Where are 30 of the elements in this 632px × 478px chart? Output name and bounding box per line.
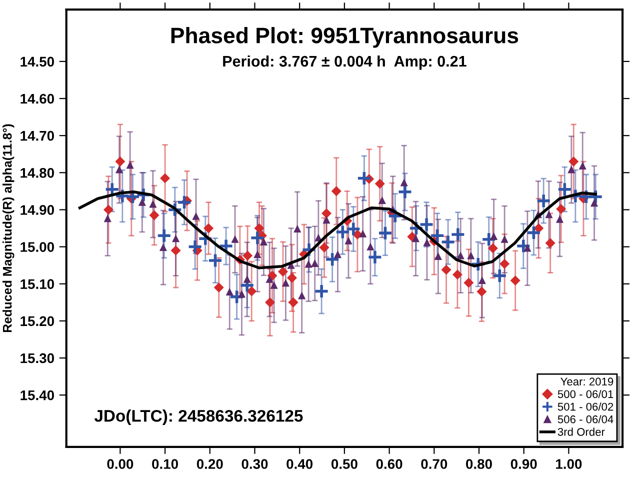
legend-label: 500 - 06/01 (558, 390, 614, 398)
y-tick-label: 15.30 (20, 353, 54, 364)
legend-label: 501 - 06/02 (558, 402, 614, 411)
y-tick-label: 14.60 (20, 94, 54, 104)
x-tick-label: 0.80 (466, 459, 492, 469)
y-tick-label: 15.00 (20, 242, 54, 252)
x-tick-label: 1.00 (556, 459, 582, 469)
y-axis-title: Reduced Magnitude(R) alpha(11.8°) (2, 124, 14, 332)
y-tick-label: 15.10 (20, 279, 54, 290)
legend-label: 3rd Order (558, 428, 605, 436)
x-tick-label: 0.30 (242, 459, 268, 469)
y-tick-label: 14.70 (20, 130, 54, 141)
x-tick-label: 0.10 (152, 459, 178, 469)
y-tick-label: 15.20 (20, 316, 54, 326)
text: Period: 3.767 ± 0.004 h Amp: 0.21 (223, 55, 466, 70)
y-tick-label: 14.90 (20, 205, 54, 215)
text: Phased Plot: 9951Tyrannosaurus (171, 27, 518, 48)
x-tick-label: 0.20 (196, 459, 223, 469)
x-tick-label: 0.00 (107, 459, 134, 469)
x-tick-label: 0.70 (421, 459, 448, 469)
x-tick-label: 0.50 (331, 459, 358, 469)
x-tick-label: 0.40 (286, 459, 313, 469)
x-tick-label: 0.60 (376, 459, 402, 469)
legend-title: Year: 2019 (560, 378, 614, 386)
x-tick-label: 0.90 (510, 459, 537, 469)
legend-label: 506 - 06/04 (558, 415, 614, 424)
y-tick-label: 15.40 (20, 390, 54, 400)
y-tick-label: 14.50 (20, 56, 54, 67)
y-tick-label: 14.80 (20, 168, 54, 178)
annotation: JDo(LTC): 2458636.326125 (94, 410, 303, 426)
